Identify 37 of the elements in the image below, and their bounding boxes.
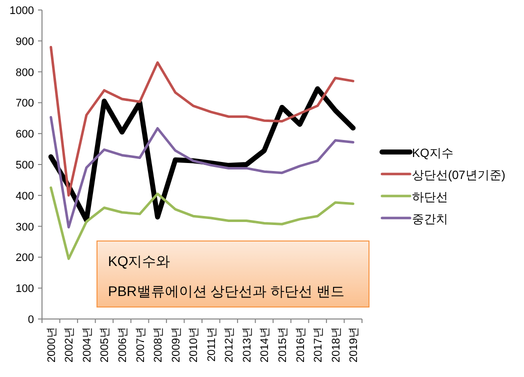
- annotation: KQ지수와: [108, 253, 170, 269]
- x-tick-label: 2002년: [64, 327, 76, 362]
- y-tick-label: 1000: [10, 5, 34, 17]
- x-tick-label: 2015년: [277, 327, 289, 362]
- x-tick-label: 2013년: [241, 327, 254, 362]
- x-tick-label: 2017년: [312, 327, 325, 362]
- legend-label: 하단선: [412, 190, 448, 204]
- x-tick-label: 2006년: [117, 327, 129, 362]
- y-tick-label: 0: [28, 314, 34, 326]
- y-tick-label: 300: [16, 221, 34, 234]
- x-tick-label: 2000년: [46, 327, 58, 362]
- legend-label: 상단선(07년기준): [412, 168, 506, 182]
- x-tick-label: 2019년: [348, 327, 360, 362]
- y-tick-label: 700: [16, 98, 34, 110]
- x-tick-label: 2009년: [170, 327, 182, 362]
- y-tick-label: 800: [16, 66, 34, 79]
- x-tick-label: 2005년: [99, 327, 112, 362]
- line-series: [50, 46, 354, 197]
- y-tick-label: 500: [16, 160, 34, 172]
- y-tick-label: 400: [16, 190, 34, 202]
- x-tick-label: 2016년: [294, 327, 307, 362]
- y-tick-label: 200: [16, 252, 34, 264]
- legend-label: KQ지수: [412, 146, 454, 160]
- x-tick-label: 2014년: [259, 327, 272, 362]
- annotation: PBR밸류에이션 상단선과 하단선 밴드: [108, 283, 344, 299]
- x-tick-label: 2010년: [188, 327, 200, 362]
- y-tick-label: 600: [16, 128, 34, 141]
- x-tick-label: 2008년: [152, 327, 165, 362]
- x-tick-label: 2004년: [81, 327, 94, 362]
- x-tick-label: 2018년: [330, 327, 342, 362]
- line-series: [50, 116, 354, 228]
- x-tick-label: 2012년: [224, 327, 236, 362]
- x-tick-label: 2007년: [134, 327, 147, 362]
- y-tick-label: 900: [16, 36, 34, 48]
- x-tick-label: 2011년: [206, 327, 218, 362]
- legend-label: 중간치: [412, 212, 448, 226]
- y-tick-label: 100: [16, 283, 34, 296]
